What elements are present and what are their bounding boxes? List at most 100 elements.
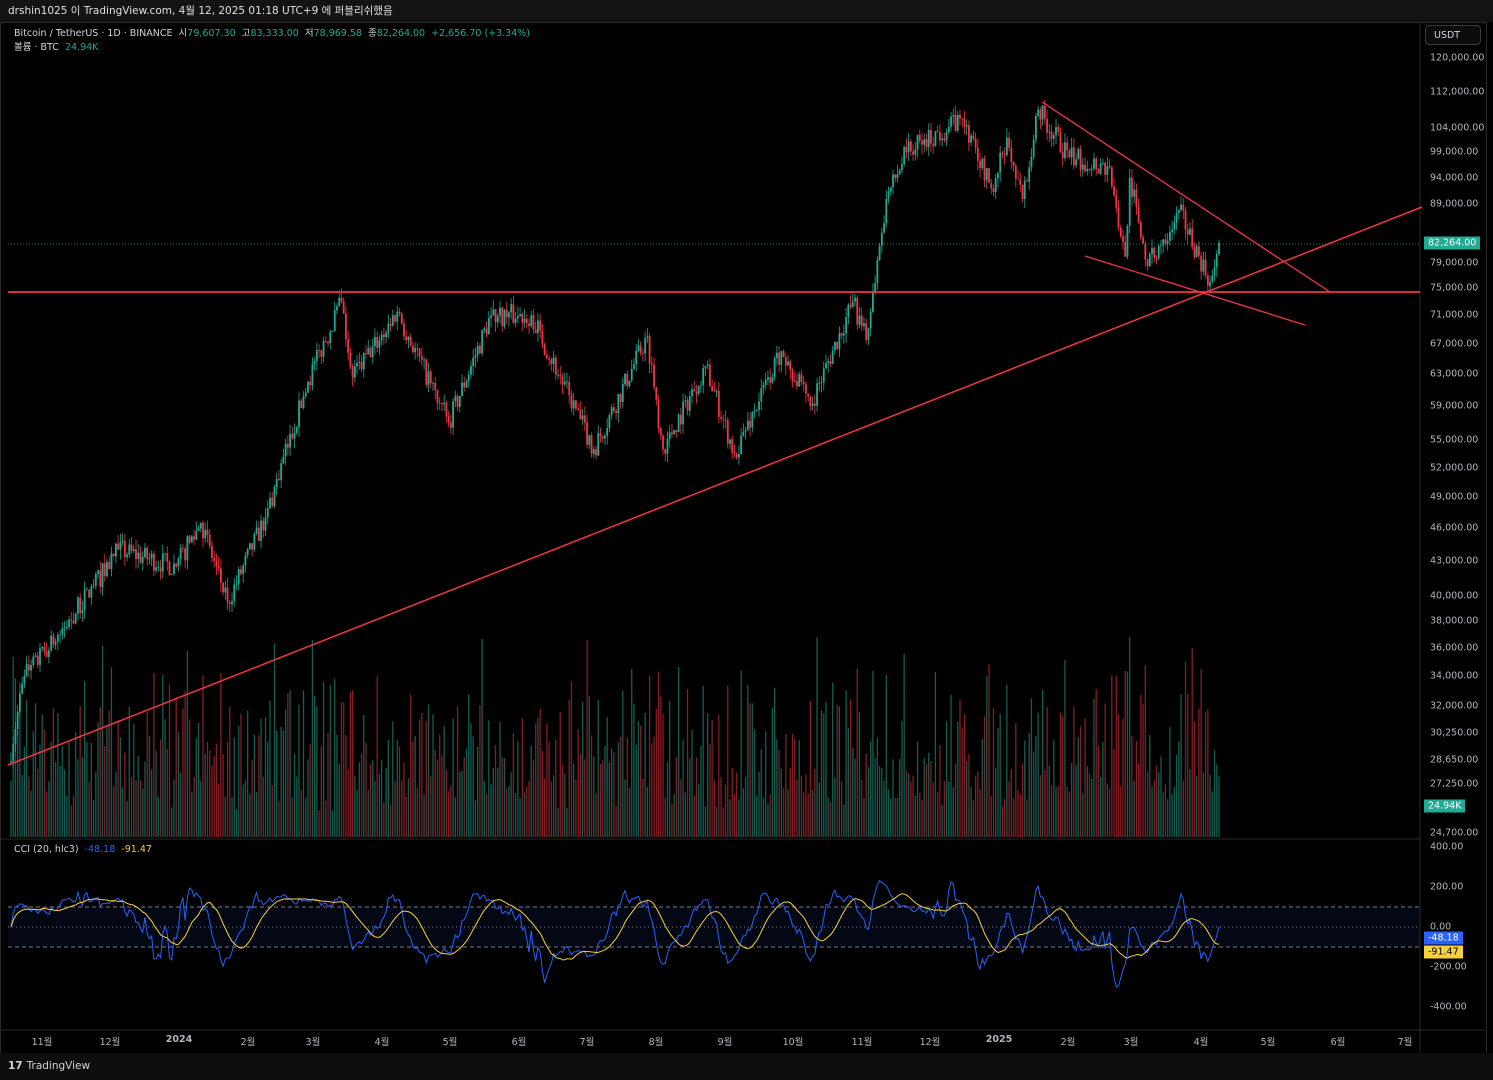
candle-body	[188, 536, 191, 543]
candle-body	[1184, 210, 1187, 230]
change-value: +2,656.70 (+3.34%)	[431, 28, 530, 39]
candle-body	[800, 374, 803, 382]
candle-body	[1021, 184, 1024, 199]
candle-body	[599, 433, 602, 437]
candle-body	[340, 297, 343, 302]
candle-body	[642, 352, 644, 354]
candle-body	[697, 385, 700, 394]
candle-body	[590, 435, 593, 454]
candle-body	[246, 549, 249, 556]
candle-body	[1173, 222, 1176, 230]
candle-body	[329, 331, 332, 344]
cci-ma-tag: -91.47	[1424, 945, 1463, 959]
price-axis-label: 55,000.00	[1430, 434, 1479, 446]
candle-body	[860, 315, 863, 327]
close-label: 종	[368, 28, 377, 39]
time-axis-label: 4월	[374, 1037, 390, 1048]
candle-body	[954, 114, 957, 131]
ascending-trendline	[7, 206, 1423, 766]
candle-body	[610, 407, 613, 416]
candle-body	[722, 418, 725, 420]
tradingview-logo-icon[interactable]: 17	[8, 1060, 23, 1072]
candle-body	[362, 353, 365, 370]
candle-body	[23, 675, 26, 684]
candle-body	[499, 307, 501, 316]
candle-body	[110, 553, 113, 570]
candle-body	[242, 565, 245, 574]
candle-body	[945, 132, 948, 141]
candle-body	[1066, 142, 1069, 151]
candle-body	[764, 379, 767, 385]
candle-body	[347, 339, 350, 353]
candle-body	[315, 350, 318, 362]
candle-body	[496, 315, 499, 323]
candle-body	[391, 315, 394, 326]
candle-body	[1142, 237, 1144, 244]
candle-body	[18, 693, 21, 713]
candle-body	[1023, 180, 1026, 199]
candle-body	[842, 333, 845, 336]
candle-body	[353, 366, 356, 378]
candle-body	[514, 318, 517, 323]
candle-body	[1213, 267, 1216, 276]
volume-label[interactable]: 볼륨 · BTC	[14, 42, 59, 53]
candle-body	[92, 585, 95, 587]
candle-body	[81, 609, 84, 614]
candle-body	[934, 131, 937, 146]
candle-body	[892, 174, 894, 188]
candle-body	[952, 114, 955, 117]
candle-body	[94, 573, 97, 586]
cci-value-tag: -48.18	[1424, 931, 1463, 945]
candle-body	[177, 558, 180, 567]
candle-body	[271, 497, 274, 506]
candle-body	[1059, 131, 1062, 153]
cci-ma-value: -91.47	[121, 844, 152, 855]
chart-frame[interactable]	[0, 22, 1487, 1054]
candle-body	[61, 628, 64, 635]
price-axis-label: 52,000.00	[1430, 462, 1479, 474]
candle-body	[1079, 149, 1082, 170]
candle-body	[449, 422, 452, 428]
time-axis-label: 2월	[1060, 1037, 1076, 1048]
candle-body	[217, 566, 220, 569]
candle-body	[405, 336, 408, 341]
candle-body	[72, 620, 75, 624]
candle-body	[731, 439, 734, 453]
candle-body	[1001, 152, 1004, 155]
candle-body	[1126, 225, 1129, 257]
candle-body	[679, 414, 682, 425]
symbol-legend: Bitcoin / TetherUS · 1D · BINANCE 시79,60…	[14, 27, 530, 55]
candle-body	[534, 329, 537, 333]
candle-body	[438, 402, 441, 404]
candle-body	[132, 549, 135, 551]
candle-body	[295, 427, 298, 433]
candle-body	[650, 363, 653, 365]
candle-body	[675, 430, 678, 432]
candle-body	[1035, 115, 1037, 140]
cci-legend[interactable]: CCI (20, hlc3) -48.18 -91.47	[14, 844, 152, 855]
candle-body	[744, 430, 747, 432]
currency-button[interactable]: USDT	[1425, 25, 1481, 45]
candle-body	[947, 126, 950, 133]
candle-body	[684, 400, 687, 402]
candle-body	[1075, 159, 1078, 166]
candle-body	[1146, 259, 1149, 266]
time-axis-label: 8월	[648, 1037, 664, 1048]
candle-body	[854, 297, 856, 302]
time-axis-label: 3월	[305, 1037, 321, 1048]
candle-body	[657, 400, 660, 429]
candle-body	[1050, 131, 1053, 139]
candle-body	[633, 364, 635, 370]
candle-body	[224, 587, 227, 593]
candle-body	[99, 570, 102, 587]
candle-body	[543, 344, 546, 356]
candle-body	[1093, 158, 1095, 169]
open-value: 79,607.30	[187, 28, 236, 39]
candle-body	[668, 432, 671, 440]
candle-body	[447, 416, 450, 423]
price-axis-label: 94,000.00	[1430, 172, 1479, 184]
candle-body	[244, 555, 247, 566]
symbol-title[interactable]: Bitcoin / TetherUS · 1D · BINANCE	[14, 28, 173, 39]
candle-body	[648, 336, 651, 364]
